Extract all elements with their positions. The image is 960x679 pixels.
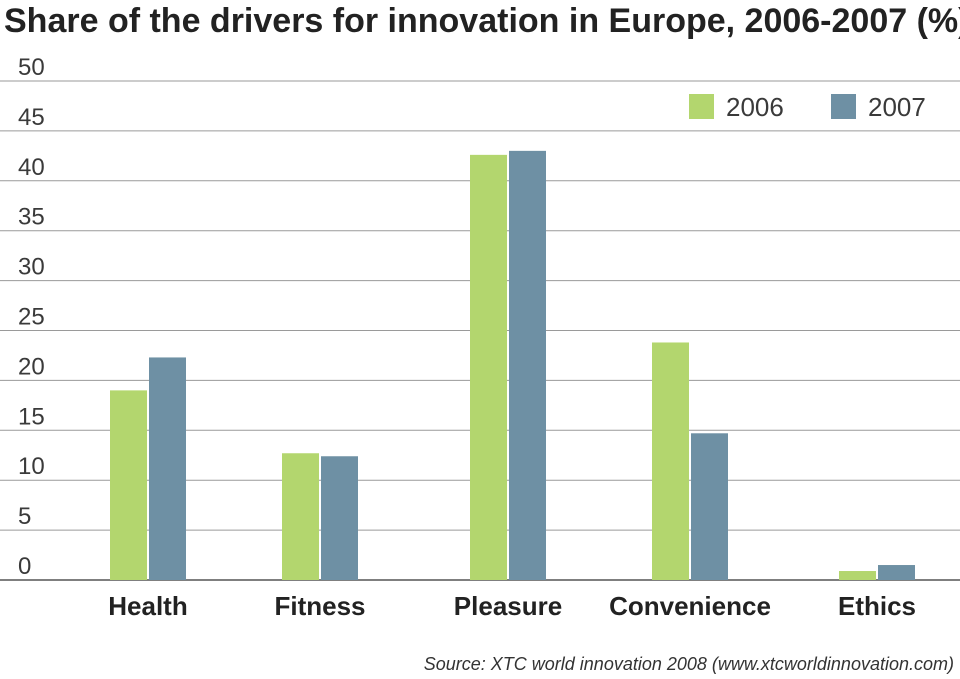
y-tick-label: 45 [18, 104, 45, 131]
legend-label: 2007 [868, 92, 926, 122]
legend-label: 2006 [726, 92, 784, 122]
bar-ethics-2006 [839, 571, 876, 580]
y-tick-label: 10 [18, 453, 45, 480]
x-tick-label: Pleasure [454, 591, 562, 621]
y-tick-label: 30 [18, 254, 45, 281]
bar-health-2007 [149, 357, 186, 580]
x-tick-label: Ethics [838, 591, 916, 621]
legend-swatch-2006 [689, 94, 714, 119]
y-tick-label: 15 [18, 403, 45, 430]
y-tick-label: 20 [18, 353, 45, 380]
bar-fitness-2006 [282, 453, 319, 580]
x-axis-ticks: Health Fitness Pleasure Convenience Ethics [108, 591, 916, 621]
bar-pleasure-2007 [509, 150, 546, 581]
bar-ethics-2007 [878, 565, 915, 580]
bar-convenience-2007 [691, 433, 728, 580]
y-tick-label: 5 [18, 503, 31, 530]
y-tick-label: 50 [18, 54, 45, 81]
bar-pleasure-2006 [470, 154, 507, 581]
x-tick-label: Fitness [274, 591, 365, 621]
legend-swatch-2007 [831, 94, 856, 119]
x-tick-label: Health [108, 591, 187, 621]
bar-health-2006 [110, 390, 147, 580]
source-note: Source: XTC world innovation 2008 (www.x… [424, 654, 954, 674]
y-tick-label: 0 [18, 553, 31, 580]
y-axis-ticks: 0 5 10 15 20 25 30 35 40 45 50 [18, 54, 45, 580]
bars [110, 150, 915, 581]
y-tick-label: 40 [18, 154, 45, 181]
y-tick-label: 35 [18, 204, 45, 231]
legend: 2006 2007 [689, 92, 926, 122]
x-tick-label: Convenience [609, 591, 771, 621]
y-tick-label: 25 [18, 304, 45, 331]
bar-convenience-2006 [652, 342, 689, 580]
bar-fitness-2007 [321, 456, 358, 580]
chart-title: Share of the drivers for innovation in E… [4, 2, 960, 40]
